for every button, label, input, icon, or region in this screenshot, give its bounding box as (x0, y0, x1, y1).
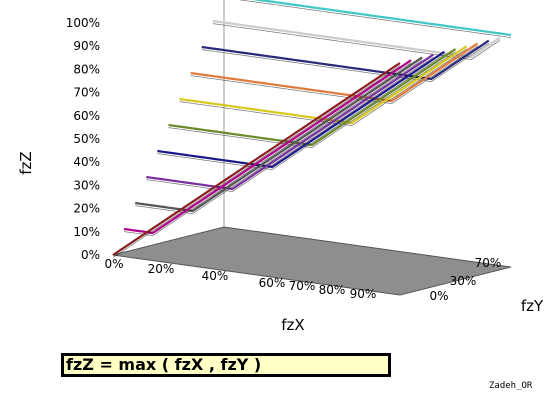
floor-plane (112, 226, 512, 296)
series-line-fzy-10 (123, 59, 412, 235)
chart-series-layer (112, 0, 512, 258)
chart-plot: 0%10%20%30%40%50%60%70%80%90%100% 0% 20% 4… (17, 0, 544, 334)
z-axis-title: fzZ (17, 151, 35, 174)
series-shadow-fzy-100 (238, 0, 512, 38)
z-tick-label: 20% (73, 202, 100, 216)
series-shadow-fzy-70 (190, 45, 478, 104)
z-tick-label: 70% (73, 86, 100, 100)
x-axis-title: fzX (281, 316, 304, 334)
series-line-fzy-70 (190, 42, 479, 103)
chart-floor-layer (112, 226, 512, 296)
z-tick-label: 50% (73, 132, 100, 146)
series-shadow-fzy-30 (146, 56, 434, 192)
series-line-fzy-30 (146, 53, 434, 191)
z-tick-label: 100% (66, 16, 100, 30)
author-credit: Zadeh_OR (489, 381, 533, 391)
series-shadow-fzy-50 (168, 51, 456, 148)
z-tick-label: 0% (81, 248, 100, 262)
x-tick-labels: 0% 20% 40% 60% 70% 80% 90% (104, 257, 376, 301)
z-tick-label: 90% (73, 39, 100, 53)
series-line-fzy-0 (112, 62, 401, 256)
z-tick-label: 80% (73, 62, 100, 76)
z-tick-labels: 0% 10% 20% 30% 40% 50% 60% 70% 80% 90% 100% (66, 16, 100, 262)
formula-box: fzZ = max ( fzX , fzY ) (61, 353, 391, 377)
series-line-fzy-20 (135, 56, 423, 213)
series-line-fzy-90 (212, 19, 501, 59)
z-tick-label: 10% (73, 225, 100, 239)
series-line-fzy-40 (157, 50, 446, 169)
series-line-fzy-60 (179, 45, 468, 125)
series-line-fzy-100 (251, 0, 512, 37)
y-tick-label: 0% (429, 289, 448, 303)
series-line-fzy-80 (201, 39, 490, 81)
x-tick-label: 0% (104, 257, 123, 271)
x-tick-label: 60% (259, 276, 286, 290)
y-tick-labels: 0%30% 70% (429, 256, 501, 303)
x-tick-label: 20% (148, 262, 175, 276)
series-shadow-fzy-20 (135, 59, 423, 214)
y-axis-title: fzY (521, 297, 544, 315)
y-tick-label: 30% (450, 274, 477, 288)
x-tick-label: 40% (202, 269, 229, 283)
x-tick-label: 70% (289, 279, 316, 293)
x-tick-label: 80% (319, 283, 346, 297)
z-tick-label: 30% (73, 178, 100, 192)
x-tick-label: 90% (350, 287, 377, 301)
series-shadow-fzy-10 (124, 62, 412, 236)
series-line-fzy-50 (168, 48, 457, 147)
z-tick-label: 60% (73, 109, 100, 123)
series-shadow-fzy-0 (112, 65, 401, 258)
series-shadow-fzy-80 (201, 42, 489, 82)
series-shadow-fzy-40 (157, 54, 445, 170)
y-tick-label: 70% (475, 256, 502, 270)
z-tick-label: 40% (73, 155, 100, 169)
